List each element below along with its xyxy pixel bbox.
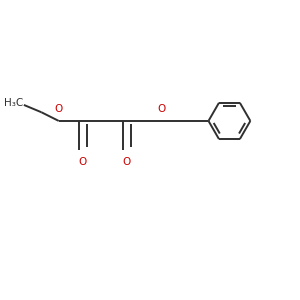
Text: O: O	[79, 157, 87, 167]
Text: O: O	[158, 104, 166, 114]
Text: O: O	[55, 104, 63, 114]
Text: O: O	[122, 157, 130, 167]
Text: H₃C: H₃C	[4, 98, 23, 109]
